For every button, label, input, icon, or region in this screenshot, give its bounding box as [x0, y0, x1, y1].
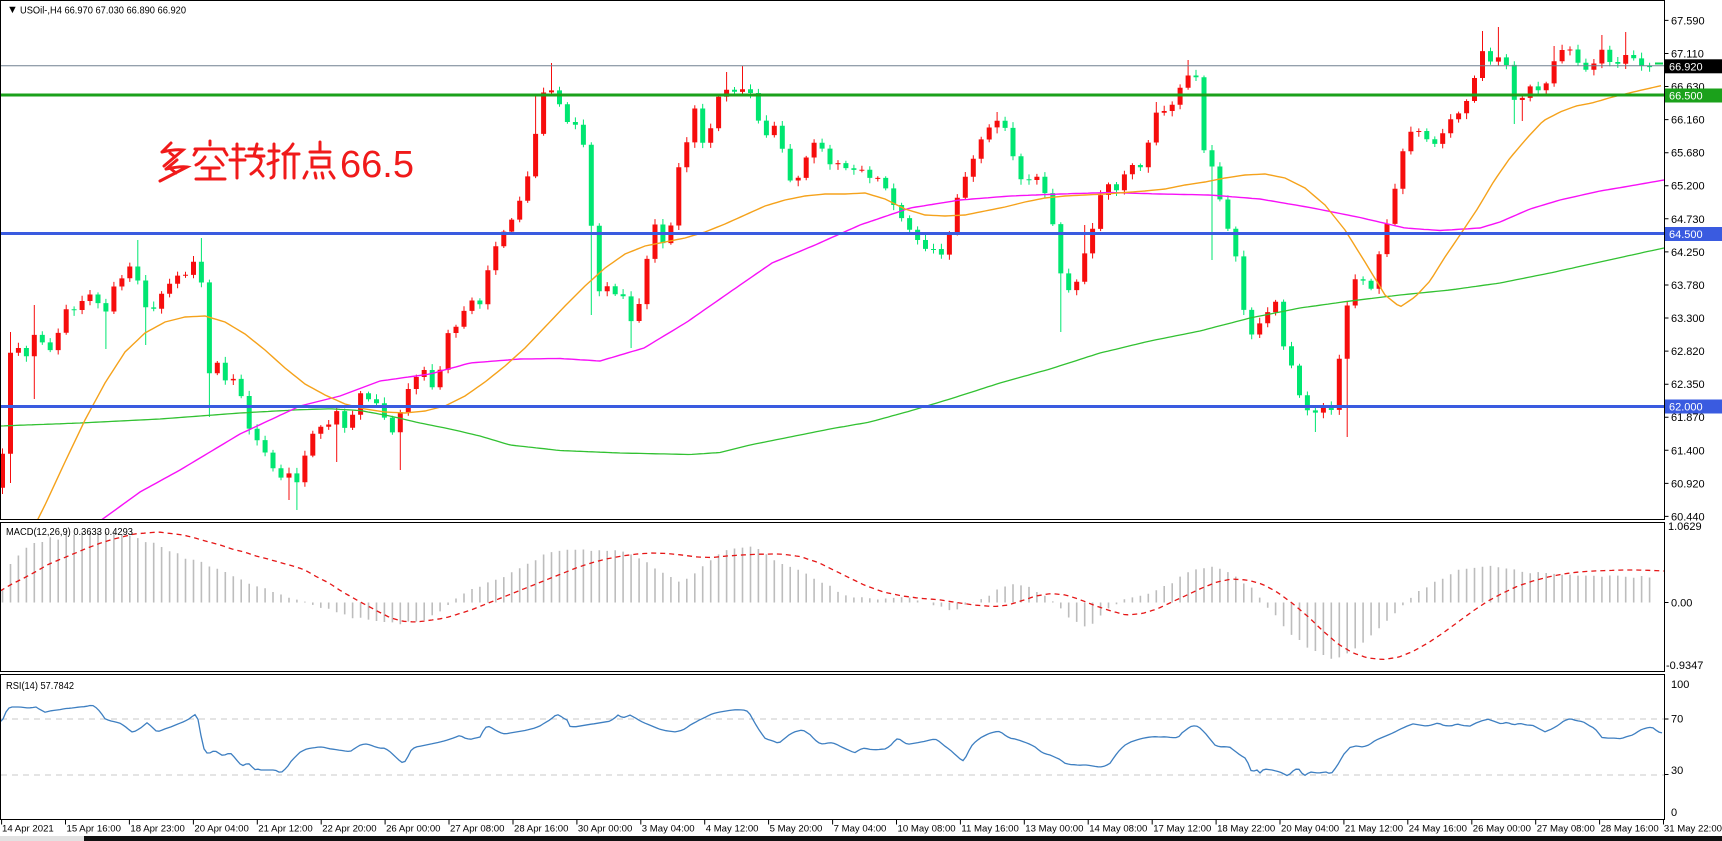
- svg-text:66.5: 66.5: [340, 144, 414, 186]
- svg-text:28 Apr 16:00: 28 Apr 16:00: [514, 824, 568, 835]
- svg-text:20 May 04:00: 20 May 04:00: [1281, 824, 1339, 835]
- svg-text:60.920: 60.920: [1671, 478, 1705, 490]
- svg-text:66.920: 66.920: [1669, 61, 1703, 73]
- svg-text:70: 70: [1671, 714, 1683, 726]
- svg-text:67.590: 67.590: [1671, 15, 1705, 27]
- svg-text:15 Apr 16:00: 15 Apr 16:00: [67, 824, 121, 835]
- svg-text:26 May 00:00: 26 May 00:00: [1473, 824, 1531, 835]
- svg-text:11 May 16:00: 11 May 16:00: [961, 824, 1018, 835]
- svg-text:5 May 20:00: 5 May 20:00: [770, 824, 823, 835]
- svg-text:24 May 16:00: 24 May 16:00: [1409, 824, 1467, 835]
- svg-text:66.500: 66.500: [1669, 91, 1703, 103]
- svg-text:RSI(14) 57.7842: RSI(14) 57.7842: [6, 681, 74, 692]
- svg-text:17 May 12:00: 17 May 12:00: [1153, 824, 1211, 835]
- svg-text:18 Apr 23:00: 18 Apr 23:00: [130, 824, 184, 835]
- svg-text:30: 30: [1671, 765, 1683, 777]
- svg-text:63.780: 63.780: [1671, 280, 1705, 292]
- svg-text:27 Apr 08:00: 27 Apr 08:00: [450, 824, 504, 835]
- svg-text:61.400: 61.400: [1671, 445, 1705, 457]
- svg-text:62.350: 62.350: [1671, 379, 1705, 391]
- svg-text:MACD(12,26,9) 0.3633 0.4293: MACD(12,26,9) 0.3633 0.4293: [6, 527, 134, 538]
- svg-text:20 Apr 04:00: 20 Apr 04:00: [194, 824, 248, 835]
- svg-text:30 Apr 00:00: 30 Apr 00:00: [578, 824, 632, 835]
- svg-text:21 May 12:00: 21 May 12:00: [1345, 824, 1403, 835]
- svg-text:64.250: 64.250: [1671, 247, 1705, 259]
- svg-text:13 May 00:00: 13 May 00:00: [1025, 824, 1083, 835]
- svg-text:1.0629: 1.0629: [1668, 521, 1702, 533]
- svg-text:27 May 08:00: 27 May 08:00: [1537, 824, 1595, 835]
- svg-text:67.110: 67.110: [1671, 49, 1704, 61]
- svg-text:65.680: 65.680: [1671, 148, 1705, 160]
- svg-text:64.730: 64.730: [1671, 214, 1705, 226]
- svg-text:60.440: 60.440: [1671, 511, 1705, 523]
- svg-text:18 May 22:00: 18 May 22:00: [1217, 824, 1275, 835]
- svg-text:31 May 22:00: 31 May 22:00: [1664, 824, 1722, 835]
- svg-text:62.000: 62.000: [1669, 402, 1703, 414]
- svg-text:▼: ▼: [7, 4, 18, 16]
- svg-text:21 Apr 12:00: 21 Apr 12:00: [258, 824, 312, 835]
- svg-text:-0.9347: -0.9347: [1666, 660, 1703, 672]
- svg-text:0.00: 0.00: [1671, 598, 1692, 610]
- svg-text:10 May 08:00: 10 May 08:00: [898, 824, 956, 835]
- svg-text:0: 0: [1671, 807, 1677, 819]
- svg-text:62.820: 62.820: [1671, 346, 1705, 358]
- svg-text:28 May 16:00: 28 May 16:00: [1601, 824, 1659, 835]
- svg-text:22 Apr 20:00: 22 Apr 20:00: [322, 824, 376, 835]
- svg-text:61.870: 61.870: [1671, 412, 1705, 424]
- svg-text:26 Apr 00:00: 26 Apr 00:00: [386, 824, 440, 835]
- svg-text:66.160: 66.160: [1671, 115, 1705, 127]
- svg-text:USOil-,H4 66.970 67.030 66.89: USOil-,H4 66.970 67.030 66.890 66.920: [20, 6, 186, 17]
- svg-text:4 May 12:00: 4 May 12:00: [706, 824, 759, 835]
- svg-text:3 May 04:00: 3 May 04:00: [642, 824, 695, 835]
- svg-text:14 May 08:00: 14 May 08:00: [1089, 824, 1147, 835]
- svg-text:63.300: 63.300: [1671, 313, 1705, 325]
- svg-text:7 May 04:00: 7 May 04:00: [834, 824, 887, 835]
- svg-text:65.200: 65.200: [1671, 181, 1705, 193]
- svg-text:64.500: 64.500: [1669, 229, 1703, 241]
- svg-text:14 Apr 2021: 14 Apr 2021: [2, 824, 54, 835]
- svg-text:100: 100: [1671, 679, 1689, 691]
